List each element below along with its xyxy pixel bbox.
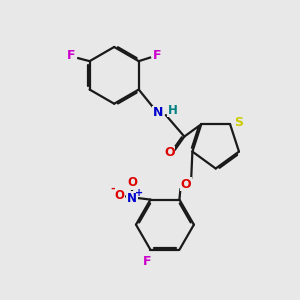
Text: +: + [135, 188, 143, 198]
Text: N: N [127, 192, 137, 205]
Text: N: N [153, 106, 163, 119]
Text: O: O [127, 176, 137, 189]
Text: O: O [181, 178, 191, 191]
Text: -: - [110, 184, 115, 194]
Text: H: H [168, 104, 178, 117]
Text: O: O [164, 146, 175, 160]
Text: F: F [143, 255, 152, 268]
Text: O: O [114, 189, 124, 202]
Text: S: S [234, 116, 243, 129]
Text: F: F [67, 49, 75, 62]
Text: F: F [153, 49, 161, 62]
